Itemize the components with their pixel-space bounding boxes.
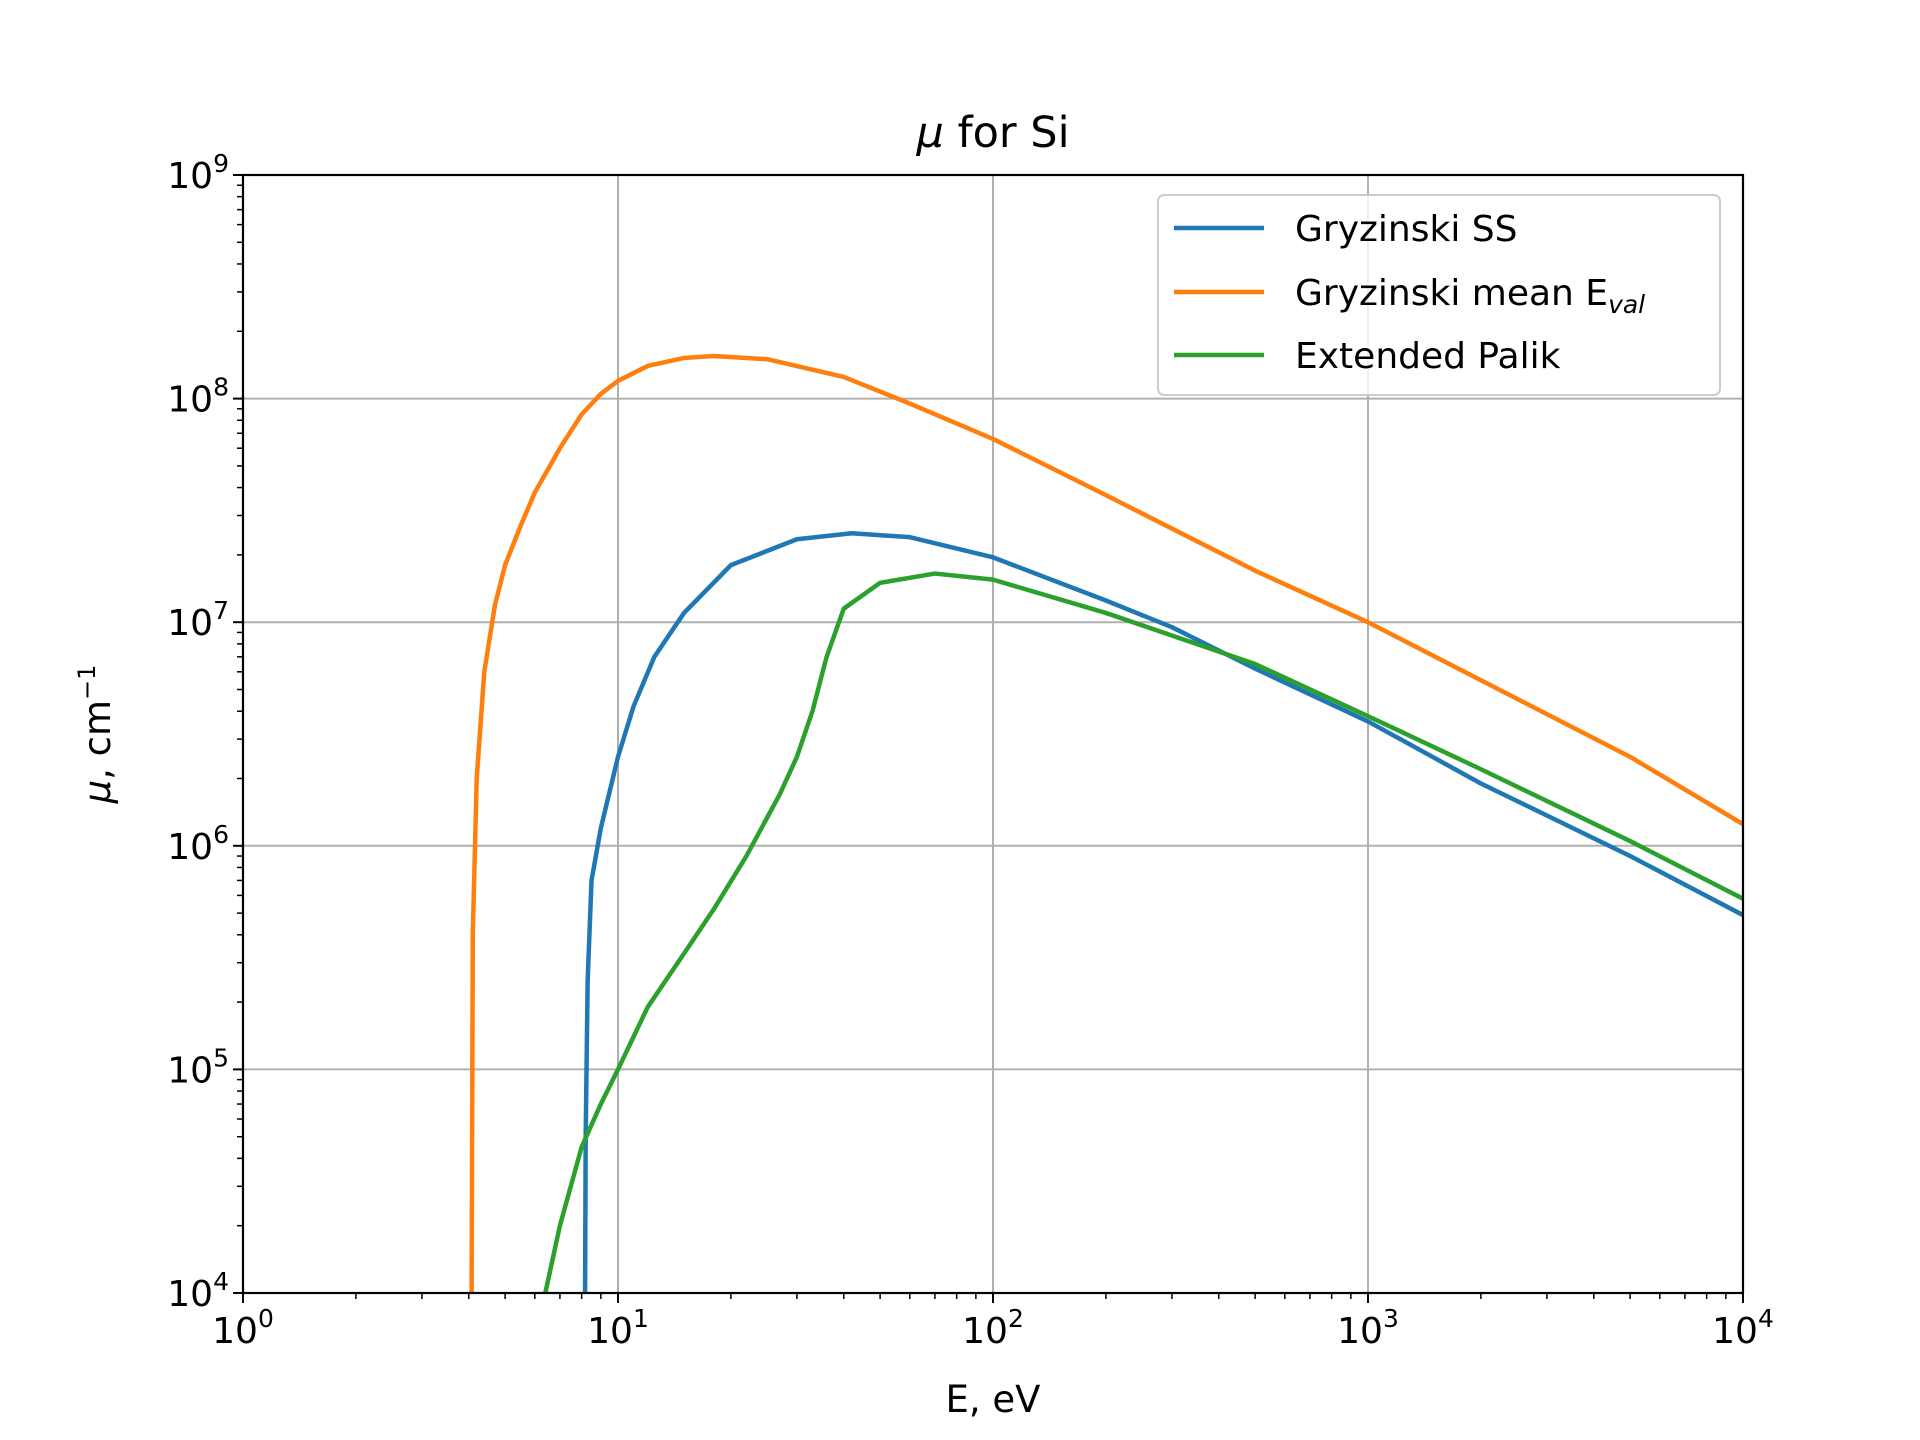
series-line-gryzinski-ss [582, 530, 1743, 1293]
y-tick-label: 104 [167, 1267, 229, 1315]
x-tick-label: 103 [1337, 1304, 1399, 1352]
x-tick-label: 102 [962, 1304, 1024, 1352]
series-line-extended-palik [543, 571, 1743, 1293]
ylabel-exp: −1 [73, 665, 101, 700]
major-ticks [233, 174, 1744, 1303]
x-tick-base: 10 [212, 1311, 258, 1352]
x-axis-label: E, eV [946, 1378, 1041, 1421]
y-tick-base: 10 [167, 1274, 213, 1315]
y-tick-label: 109 [167, 149, 229, 197]
y-tick-label: 106 [167, 820, 229, 868]
legend: Gryzinski SS Gryzinski mean Eval Extende… [1157, 194, 1721, 396]
y-tick-exp: 8 [213, 373, 229, 402]
x-tick-exp: 0 [258, 1304, 274, 1333]
x-tick-base: 10 [1712, 1311, 1758, 1352]
legend-label-extended-palik: Extended Palik [1295, 336, 1561, 377]
y-tick-exp: 5 [213, 1043, 229, 1072]
x-tick-exp: 4 [1758, 1304, 1774, 1333]
y-tick-base: 10 [167, 603, 213, 644]
y-tick-label: 108 [167, 373, 229, 421]
y-tick-base: 10 [167, 380, 213, 421]
legend-label-gryzinski-ss: Gryzinski SS [1295, 209, 1517, 250]
y-tick-base: 10 [167, 827, 213, 868]
y-axis-label: μ, cm−1 [73, 665, 119, 805]
x-tick-exp: 2 [1008, 1304, 1024, 1333]
x-tick-labels: 100 101 102 103 104 [212, 1304, 1774, 1352]
x-tick-label: 104 [1712, 1304, 1774, 1352]
x-tick-exp: 3 [1383, 1304, 1399, 1333]
series-line-gryzinski-mean-e [469, 353, 1743, 1293]
y-tick-exp: 9 [213, 149, 229, 178]
x-tick-label: 101 [587, 1304, 649, 1352]
y-tick-label: 107 [167, 596, 229, 644]
title-rest: for Si [944, 108, 1070, 158]
legend-box [1157, 194, 1721, 396]
legend-label-gryzinski-mean: Gryzinski mean Eval [1295, 273, 1645, 319]
legend-label-gryzinski-mean-main: Gryzinski mean E [1295, 273, 1608, 314]
x-tick-base: 10 [962, 1311, 1008, 1352]
chart-title: μ for Si [915, 108, 1069, 158]
data-lines [469, 353, 1743, 1293]
y-tick-exp: 6 [213, 820, 229, 849]
x-tick-label: 100 [212, 1304, 274, 1352]
title-symbol: μ [915, 108, 943, 158]
y-tick-base: 10 [167, 1050, 213, 1091]
y-tick-base: 10 [167, 156, 213, 197]
ylabel-rest: , cm [76, 700, 119, 780]
x-tick-exp: 1 [633, 1304, 649, 1333]
legend-label-gryzinski-mean-sub: val [1608, 290, 1645, 319]
y-tick-exp: 4 [213, 1267, 229, 1296]
x-tick-base: 10 [587, 1311, 633, 1352]
y-tick-label: 105 [167, 1043, 229, 1091]
x-tick-base: 10 [1337, 1311, 1383, 1352]
ylabel-symbol: μ [76, 780, 119, 805]
y-tick-exp: 7 [213, 596, 229, 625]
